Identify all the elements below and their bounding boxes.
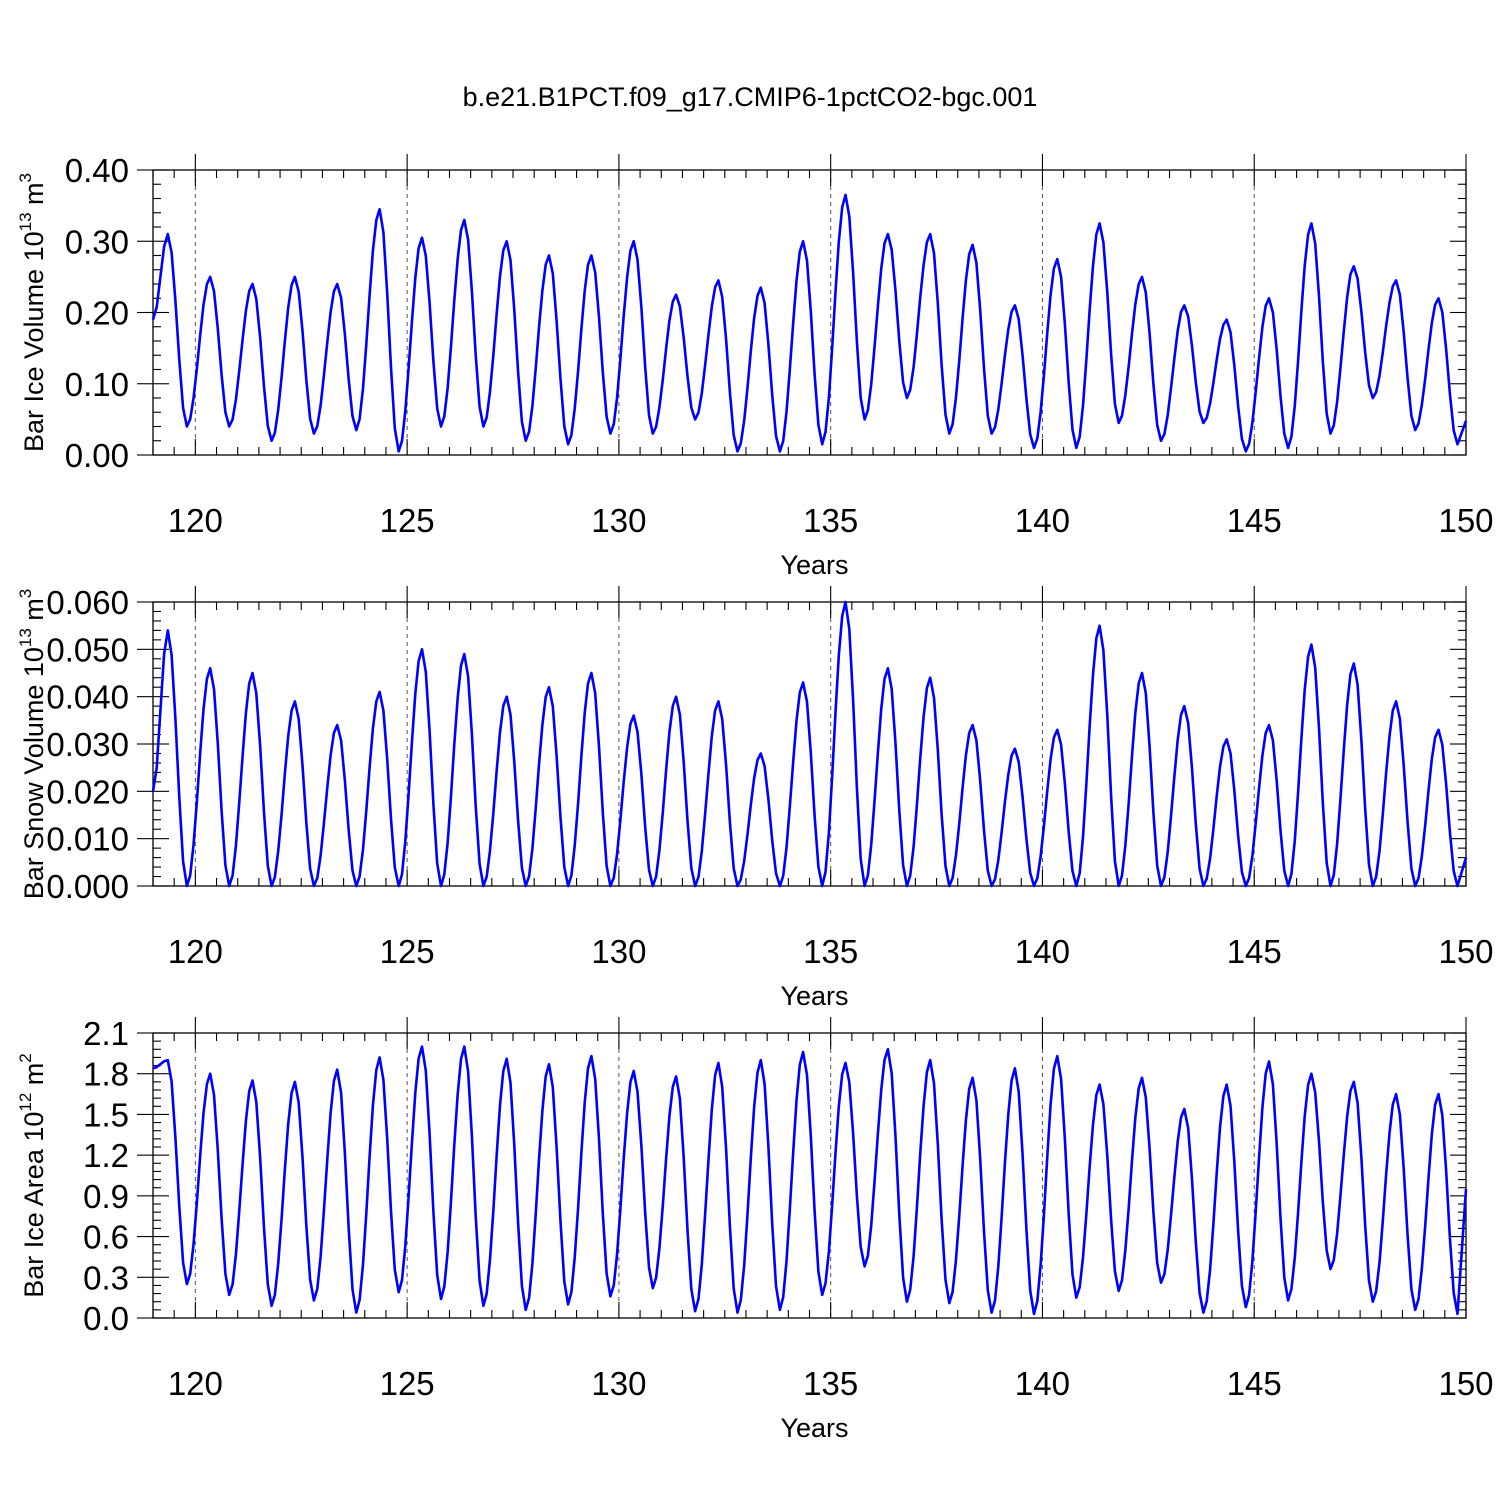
- x-axis-label: Years: [780, 1413, 848, 1443]
- y-tick-label: 0.30: [65, 223, 129, 260]
- panel-ice-volume: 120 125 130 135 140 145 150 0.00 0.10 0.20 0.30 0.4…: [16, 152, 1494, 580]
- x-tick-label: 125: [380, 502, 435, 539]
- x-tick-label: 120: [168, 502, 223, 539]
- y-tick-label: 0.040: [46, 679, 129, 716]
- y-tick-label: 0.050: [46, 631, 129, 668]
- x-tick-label: 130: [591, 502, 646, 539]
- y-tick-label: 0.20: [65, 295, 129, 332]
- x-tick-label: 150: [1438, 502, 1493, 539]
- y-axis-label: Bar Snow Volume 1013 m3: [16, 589, 49, 900]
- y-tick-label: 1.2: [83, 1137, 129, 1174]
- y-tick-label: 1.8: [83, 1056, 129, 1093]
- x-tick-label: 125: [380, 1365, 435, 1402]
- x-axis-label: Years: [780, 981, 848, 1011]
- y-tick-label: 0.0: [83, 1300, 129, 1337]
- chart-title: b.e21.B1PCT.f09_g17.CMIP6-1pctCO2-bgc.00…: [463, 82, 1038, 112]
- y-axis-label-main: Bar Snow Volume 10: [19, 647, 49, 899]
- y-axis-label-exponent: 12: [16, 1093, 35, 1112]
- y-tick-label: 0.020: [46, 773, 129, 810]
- x-tick-label: 135: [803, 1365, 858, 1402]
- x-tick-label: 150: [1438, 1365, 1493, 1402]
- y-tick-label: 1.5: [83, 1096, 129, 1133]
- y-tick-label: 0.010: [46, 821, 129, 858]
- x-tick-label: 145: [1227, 502, 1282, 539]
- y-axis-label-main: Bar Ice Area 10: [19, 1112, 49, 1298]
- plot-frame: [152, 169, 1467, 456]
- x-tick-label: 120: [168, 933, 223, 970]
- series-line-ice-volume: [151, 193, 1468, 453]
- y-axis-label-unit-exponent: 2: [16, 1053, 35, 1062]
- x-tick-label: 145: [1227, 933, 1282, 970]
- x-tick-label: 150: [1438, 933, 1493, 970]
- x-tick-label: 130: [591, 933, 646, 970]
- x-tick-label: 135: [803, 933, 858, 970]
- y-axis-label: Bar Ice Area 1012 m2: [16, 1053, 49, 1298]
- plot-frame: [152, 601, 1467, 887]
- y-axis-label-unit: m: [19, 182, 49, 212]
- y-tick-label: 0.030: [46, 726, 129, 763]
- chart-panels: 120 125 130 135 140 145 150 0.00 0.10 0.20 0.30 0.4…: [16, 152, 1494, 1443]
- y-tick-label: 0.00: [65, 437, 129, 474]
- series-line-snow-volume: [151, 600, 1468, 888]
- y-tick-label: 0.10: [65, 366, 129, 403]
- y-axis-label-main: Bar Ice Volume 10: [19, 231, 49, 452]
- panel-ice-area: 120 125 130 135 140 145 1500.00.30.60.91.21.51…: [16, 1015, 1494, 1443]
- y-tick-label: 0.6: [83, 1219, 129, 1256]
- x-tick-label: 130: [591, 1365, 646, 1402]
- y-tick-label: 0.060: [46, 584, 129, 621]
- x-tick-label: 135: [803, 502, 858, 539]
- y-axis-label-unit: m: [19, 598, 49, 628]
- x-tick-label: 120: [168, 1365, 223, 1402]
- y-axis-label-exponent: 13: [16, 628, 35, 647]
- y-axis-label: Bar Ice Volume 1013 m3: [16, 173, 49, 452]
- y-axis-label-unit: m: [19, 1063, 49, 1093]
- y-tick-label: 0.3: [83, 1259, 129, 1296]
- x-tick-label: 145: [1227, 1365, 1282, 1402]
- x-tick-label: 140: [1015, 502, 1070, 539]
- y-tick-label: 2.1: [83, 1015, 129, 1052]
- y-axis-label-unit-exponent: 3: [16, 589, 35, 598]
- panel-snow-volume: 120 125 130 135 140 145 150 0.000 0.010 0.020 0.03…: [16, 584, 1494, 1011]
- y-tick-label: 0.40: [65, 152, 129, 189]
- y-tick-label: 0.000: [46, 868, 129, 905]
- x-tick-label: 140: [1015, 1365, 1070, 1402]
- series-line-ice-area: [152, 1045, 1468, 1316]
- x-tick-label: 140: [1015, 933, 1070, 970]
- x-tick-label: 125: [380, 933, 435, 970]
- y-tick-label: 0.9: [83, 1178, 129, 1215]
- plot-frame: [152, 1032, 1467, 1319]
- x-axis-label: Years: [780, 550, 848, 580]
- y-axis-label-unit-exponent: 3: [16, 173, 35, 182]
- y-axis-label-exponent: 13: [16, 212, 35, 231]
